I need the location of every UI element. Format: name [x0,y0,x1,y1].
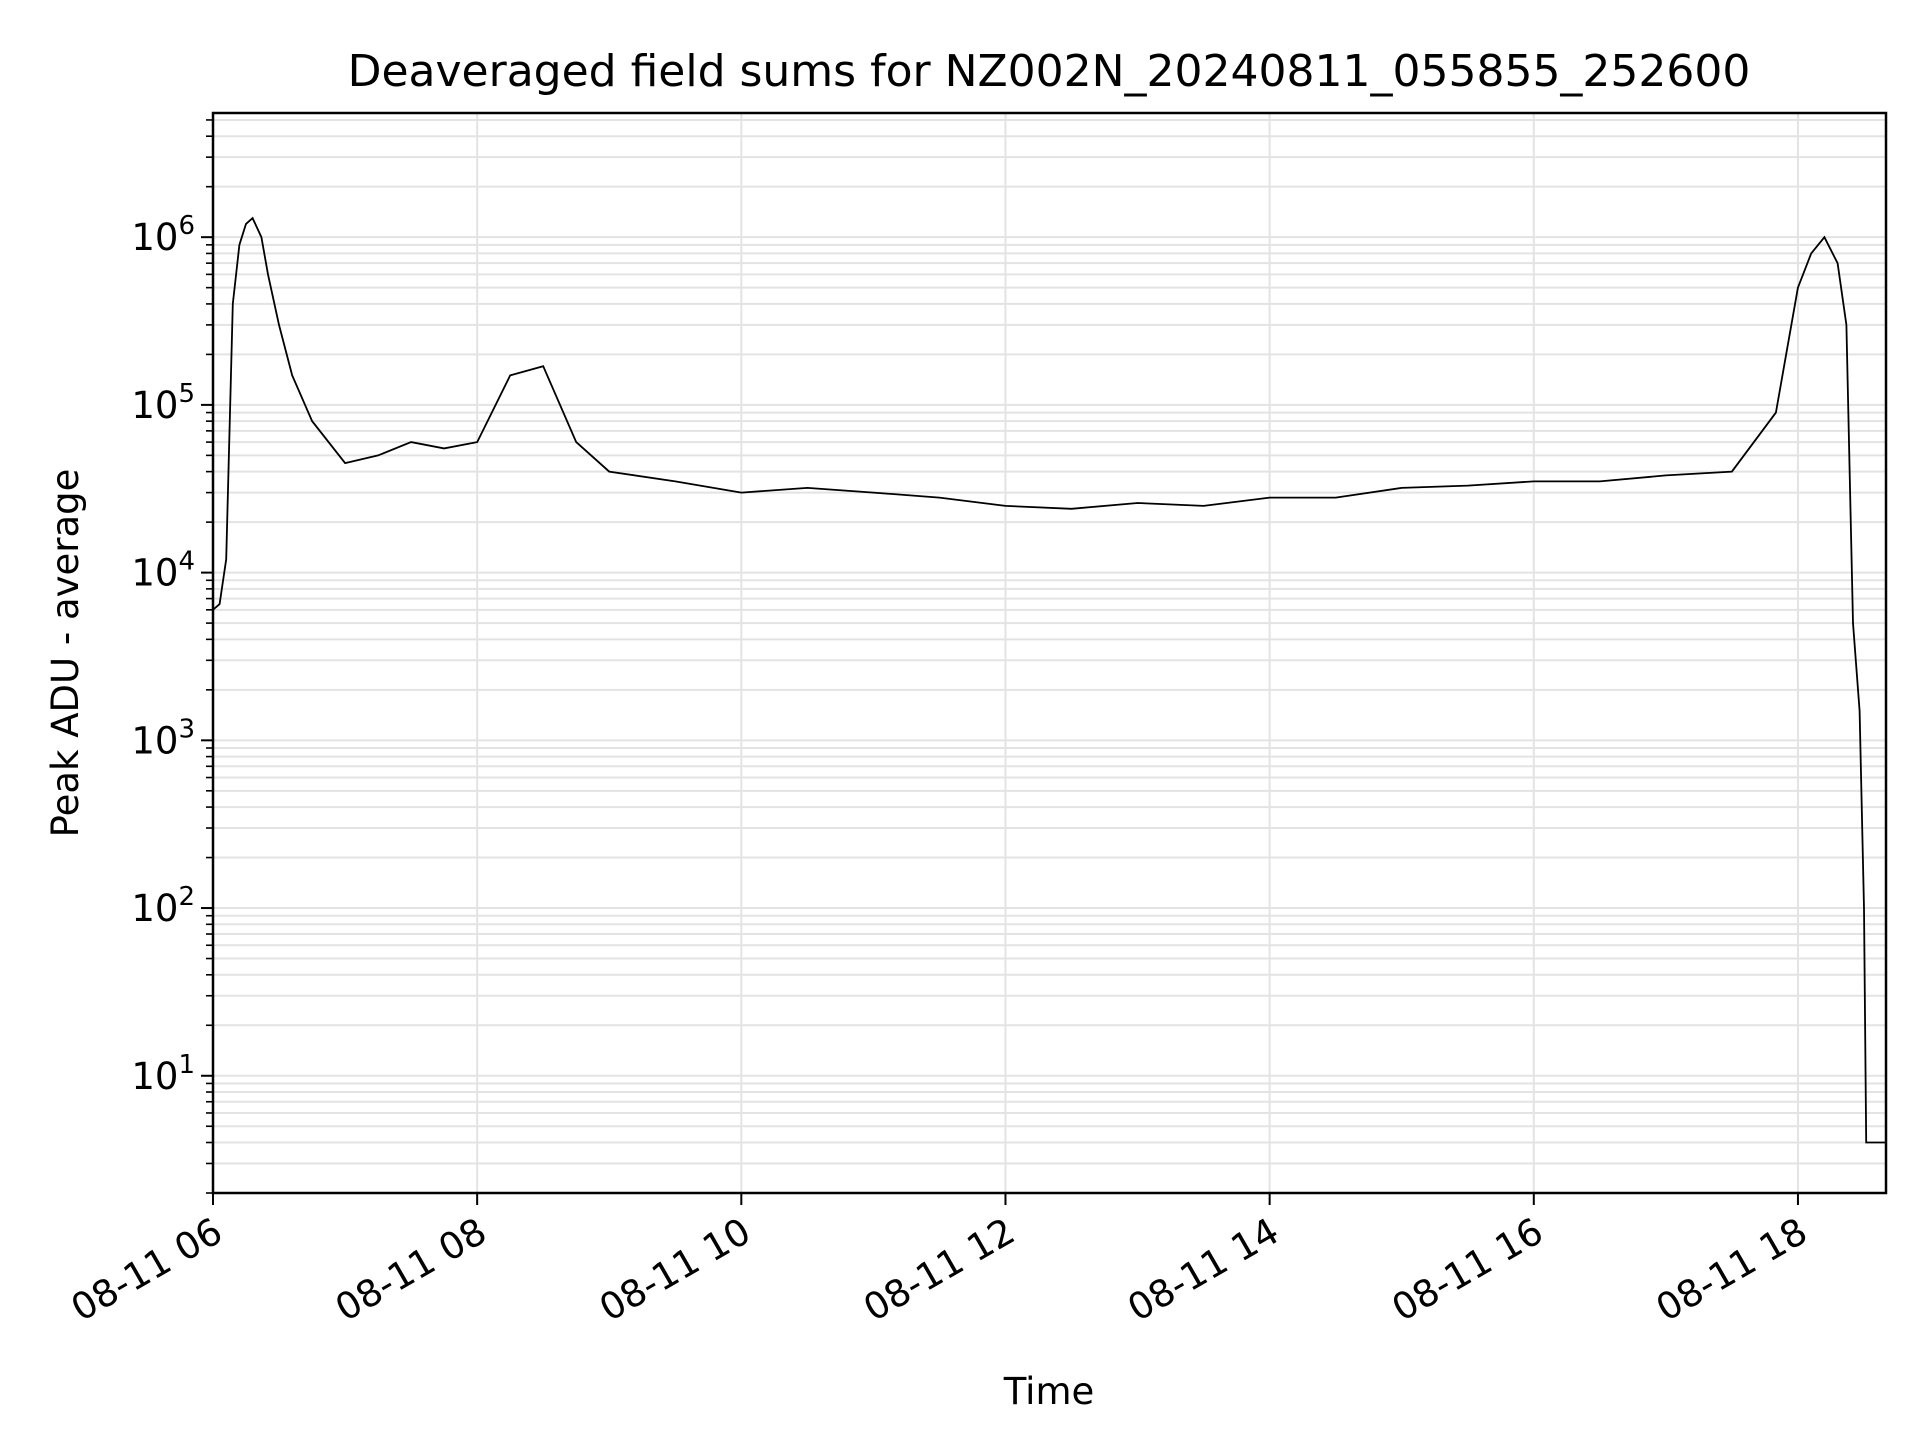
chart-grid [212,113,1886,1194]
x-tick-label: 08-11 14 [1121,1210,1287,1330]
plot-frame [211,111,1888,1195]
x-tick-label: 08-11 12 [856,1210,1022,1330]
y-tick-label: 105 [131,379,195,427]
chart-title: Deaveraged field sums for NZ002N_2024081… [348,46,1751,97]
x-axis-label: Time [1003,1370,1095,1413]
x-tick-label: 08-11 08 [328,1210,494,1330]
x-tick-label: 08-11 16 [1385,1210,1551,1330]
y-tick-label: 106 [131,211,195,259]
y-axis-label: Peak ADU - average [44,469,87,838]
x-tick-label: 08-11 10 [592,1210,758,1330]
series-lines [212,216,1886,1144]
x-tick-label: 08-11 18 [1649,1210,1815,1330]
y-tick-label: 103 [131,714,195,762]
y-tick-label: 102 [131,882,195,930]
series-line [212,216,1886,1144]
x-tick-label: 08-11 06 [64,1210,230,1330]
y-tick-label: 101 [131,1050,195,1098]
axis-ticks: 101 102 103 104 105 106 08-11 06 08-11 08 08-11 … [64,119,1815,1330]
y-tick-label: 104 [131,547,195,595]
